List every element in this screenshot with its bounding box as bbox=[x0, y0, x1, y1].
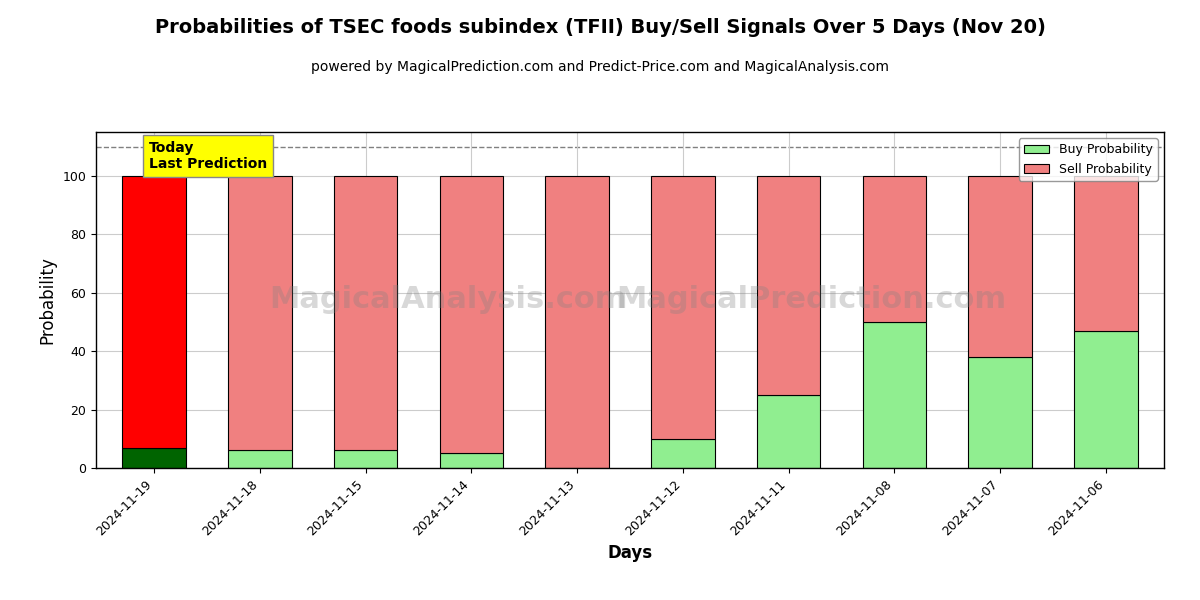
Bar bbox=[122, 448, 186, 468]
Bar bbox=[652, 439, 714, 468]
Text: Probabilities of TSEC foods subindex (TFII) Buy/Sell Signals Over 5 Days (Nov 20: Probabilities of TSEC foods subindex (TF… bbox=[155, 18, 1045, 37]
Bar bbox=[334, 176, 397, 451]
Bar bbox=[1074, 331, 1138, 468]
Bar bbox=[439, 454, 503, 468]
Bar bbox=[757, 176, 821, 395]
Text: powered by MagicalPrediction.com and Predict-Price.com and MagicalAnalysis.com: powered by MagicalPrediction.com and Pre… bbox=[311, 60, 889, 74]
Bar bbox=[1074, 176, 1138, 331]
Bar bbox=[652, 176, 714, 439]
Text: MagicalAnalysis.com: MagicalAnalysis.com bbox=[270, 286, 628, 314]
Legend: Buy Probability, Sell Probability: Buy Probability, Sell Probability bbox=[1019, 138, 1158, 181]
Bar bbox=[546, 176, 608, 468]
Bar bbox=[439, 176, 503, 454]
Bar bbox=[122, 176, 186, 448]
Bar bbox=[228, 451, 292, 468]
Bar bbox=[968, 357, 1032, 468]
Text: MagicalPrediction.com: MagicalPrediction.com bbox=[617, 286, 1007, 314]
Bar bbox=[334, 451, 397, 468]
Y-axis label: Probability: Probability bbox=[38, 256, 56, 344]
Bar bbox=[863, 176, 926, 322]
Bar bbox=[757, 395, 821, 468]
X-axis label: Days: Days bbox=[607, 544, 653, 562]
Bar bbox=[228, 176, 292, 451]
Bar bbox=[968, 176, 1032, 357]
Bar bbox=[863, 322, 926, 468]
Text: Today
Last Prediction: Today Last Prediction bbox=[149, 141, 268, 171]
